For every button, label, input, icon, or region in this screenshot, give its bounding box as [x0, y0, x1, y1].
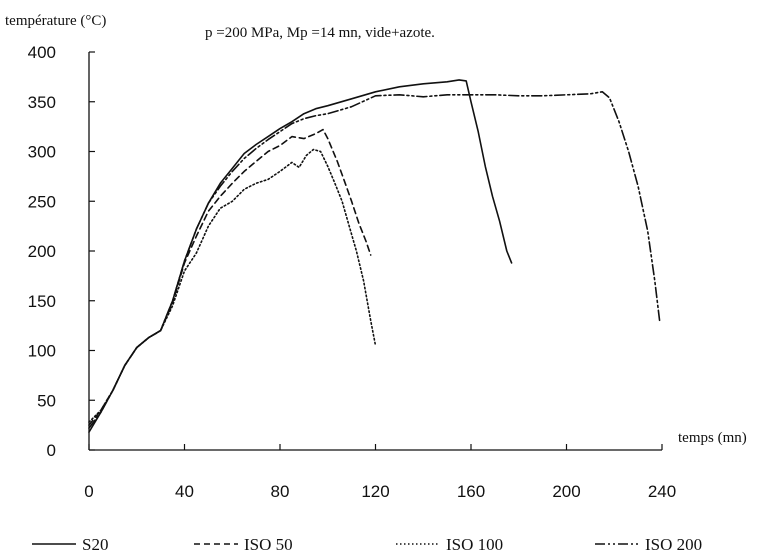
x-tick-label: 160	[457, 482, 485, 501]
axes	[88, 52, 662, 451]
x-tick-label: 40	[175, 482, 194, 501]
legend-label: ISO 50	[244, 535, 293, 554]
x-tick-label: 80	[271, 482, 290, 501]
y-tick-label: 0	[47, 441, 56, 460]
series-line-iso-100	[88, 148, 377, 423]
y-tick-label: 400	[28, 43, 56, 62]
y-tick-label: 300	[28, 143, 56, 162]
x-tick-label: 200	[552, 482, 580, 501]
legend-label: S20	[82, 535, 108, 554]
legend-label: ISO 200	[645, 535, 702, 554]
x-tick-label: 120	[361, 482, 389, 501]
series-layer	[88, 79, 661, 433]
chart-title: p =200 MPa, Mp =14 mn, vide+azote.	[205, 25, 435, 41]
y-tick-label: 100	[28, 342, 56, 361]
y-tick-label: 200	[28, 242, 56, 261]
series-line-iso-200	[88, 91, 661, 429]
y-tick-label: 50	[37, 391, 56, 410]
y-tick-label: 350	[28, 93, 56, 112]
legend-label: ISO 100	[446, 535, 503, 554]
y-axis-title: température (°C)	[5, 13, 106, 29]
legend: S20 ISO 50 ISO 100 ISO 200	[32, 535, 702, 554]
x-tick-label: 0	[84, 482, 93, 501]
ticks: 0 50 100 150 200 250 300 350 400 0 40 80 120 160 200 24…	[28, 43, 677, 501]
x-tick-label: 240	[648, 482, 676, 501]
y-tick-label: 150	[28, 292, 56, 311]
series-line-s20	[88, 79, 513, 433]
series-line-iso-50	[88, 128, 372, 426]
y-tick-label: 250	[28, 192, 56, 211]
x-axis-title: temps (mn)	[678, 430, 747, 446]
